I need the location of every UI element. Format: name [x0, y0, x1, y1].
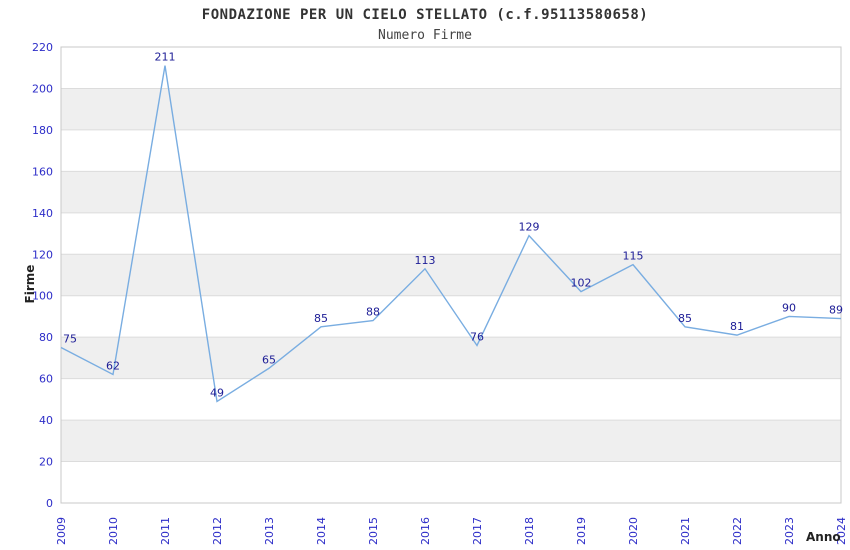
- data-point-label: 88: [366, 306, 380, 319]
- y-tick-label: 0: [46, 497, 53, 510]
- plot-band: [61, 171, 841, 213]
- x-tick-label: 2021: [679, 517, 692, 545]
- y-tick-label: 20: [39, 456, 53, 469]
- data-point-label: 113: [415, 254, 436, 267]
- y-tick-label: 180: [32, 124, 53, 137]
- x-tick-label: 2009: [55, 517, 68, 545]
- data-point-label: 85: [314, 312, 328, 325]
- data-point-label: 75: [63, 333, 77, 346]
- data-point-label: 81: [730, 320, 744, 333]
- data-point-label: 76: [470, 330, 484, 343]
- x-tick-label: 2024: [835, 517, 848, 545]
- data-point-label: 102: [571, 277, 592, 290]
- x-tick-label: 2018: [523, 517, 536, 545]
- data-point-label: 115: [623, 250, 644, 263]
- y-tick-label: 220: [32, 41, 53, 54]
- x-tick-label: 2012: [211, 517, 224, 545]
- data-point-label: 49: [210, 386, 224, 399]
- data-point-label: 85: [678, 312, 692, 325]
- plot-band: [61, 254, 841, 296]
- y-tick-label: 160: [32, 165, 53, 178]
- series-line: [60, 65, 842, 403]
- y-tick-label: 120: [32, 248, 53, 261]
- y-tick-label: 200: [32, 82, 53, 95]
- y-tick-label: 40: [39, 414, 53, 427]
- data-point-label: 211: [155, 51, 176, 64]
- x-tick-label: 2019: [575, 517, 588, 545]
- y-tick-label: 140: [32, 207, 53, 220]
- x-tick-label: 2023: [783, 517, 796, 545]
- x-tick-label: 2020: [627, 517, 640, 545]
- chart-subtitle: Numero Firme: [378, 28, 472, 43]
- x-tick-label: 2013: [263, 517, 276, 545]
- plot-border: [60, 46, 842, 504]
- x-tick-label: 2017: [471, 517, 484, 545]
- data-point-label: 65: [262, 353, 276, 366]
- x-axis-title: Anno: [806, 530, 841, 544]
- y-axis-title: Firme: [23, 264, 37, 304]
- chart-title: FONDAZIONE PER UN CIELO STELLATO (c.f.95…: [201, 7, 649, 23]
- plot-band: [61, 337, 841, 379]
- x-tick-label: 2014: [315, 517, 328, 545]
- x-tick-label: 2022: [731, 517, 744, 545]
- plot-band: [61, 88, 841, 130]
- x-tick-label: 2010: [107, 517, 120, 545]
- y-tick-label: 100: [32, 290, 53, 303]
- x-tick-label: 2011: [159, 517, 172, 545]
- data-point-label: 129: [519, 221, 540, 234]
- y-tick-label: 60: [39, 373, 53, 386]
- x-tick-label: 2015: [367, 517, 380, 545]
- x-tick-label: 2016: [419, 517, 432, 545]
- plot-band: [61, 420, 841, 462]
- data-point-label: 90: [782, 301, 796, 314]
- data-point-label: 89: [829, 304, 843, 317]
- data-point-label: 62: [106, 359, 120, 372]
- y-tick-label: 80: [39, 331, 53, 344]
